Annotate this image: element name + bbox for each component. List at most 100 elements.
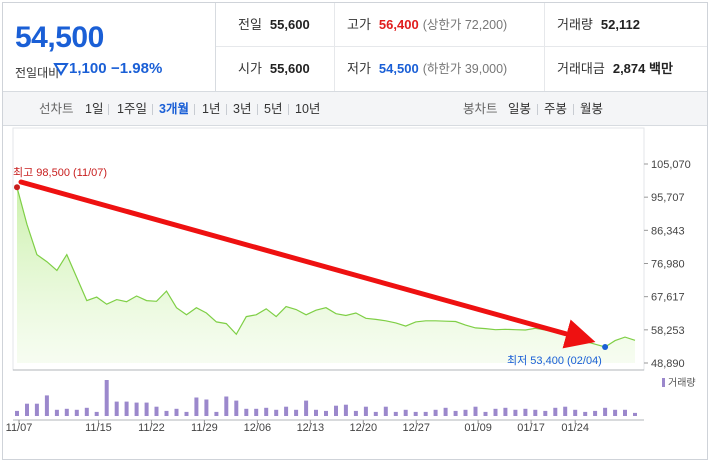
volume-bar [563, 406, 568, 416]
volume-legend-label: 거래량 [668, 377, 696, 389]
volume-bar [174, 408, 179, 416]
volume-bar [124, 401, 129, 416]
tab-10year[interactable]: 10년 [295, 102, 321, 116]
volume-bar [543, 410, 548, 416]
min-price-label: 최저 53,400 (02/04) [507, 354, 602, 367]
y-tick-label: 58,253 [651, 325, 685, 337]
volume-bar [15, 410, 19, 416]
volume-bar [234, 400, 239, 416]
volume-bar [573, 409, 578, 416]
volume-bar [284, 406, 289, 416]
x-tick-label: 12/06 [244, 422, 272, 434]
volume-bar [433, 409, 438, 416]
y-tick-label: 105,070 [651, 159, 691, 171]
volume-bar [84, 407, 89, 416]
volume-bar [104, 380, 109, 416]
trend-arrow [18, 179, 596, 349]
x-tick-label: 11/29 [191, 422, 218, 434]
volume-bar [44, 395, 49, 416]
volume-bar [74, 409, 79, 416]
price-line [16, 187, 636, 348]
tab-monthly-candle[interactable]: 월봉 [580, 102, 604, 116]
x-tick-label: 01/09 [464, 422, 492, 434]
volume-bar [363, 406, 368, 416]
volume-legend-swatch [662, 378, 665, 387]
x-tick-label: 12/27 [403, 422, 431, 434]
volume-bar [114, 401, 119, 416]
stat-prev-close: 전일 55,600 [238, 17, 310, 32]
volume-bar [473, 406, 478, 416]
x-tick-label: 01/17 [517, 422, 545, 434]
y-tick-label: 48,890 [651, 358, 685, 370]
volume-bar [613, 409, 618, 416]
volume-bar [373, 411, 378, 416]
volume-bar [443, 407, 448, 416]
stat-high: 고가 56,400 (상한가 72,200) [334, 3, 507, 47]
tab-3month[interactable]: 3개월 [159, 102, 189, 116]
x-tick-label: 11/22 [138, 422, 165, 434]
volume-bar [523, 408, 528, 416]
y-tick-label: 95,707 [651, 192, 685, 204]
volume-bar [25, 403, 29, 416]
stat-turnover: 거래대금 2,874 백만 [544, 47, 673, 91]
volume-bar [334, 405, 338, 416]
volume-bar [54, 409, 59, 416]
volume-bar [353, 410, 358, 416]
volume-bar [294, 409, 299, 416]
volume-bar [94, 411, 99, 416]
volume-bar [224, 396, 229, 416]
volume-bar [194, 397, 199, 416]
volume-bar [343, 404, 348, 416]
quote-header: 54,500 전일대비 1,100 −1.98% 전일 55,600 고가 56,4… [3, 3, 707, 92]
volume-bar [274, 409, 279, 416]
volume-bar [184, 411, 189, 416]
volume-bar [513, 409, 518, 416]
volume-bar [324, 410, 328, 416]
tab-1year[interactable]: 1년 [202, 102, 221, 116]
max-price-label: 최고 98,500 (11/07) [13, 166, 107, 179]
volume-bar [413, 411, 418, 416]
x-tick-label: 12/13 [297, 422, 325, 434]
volume-bar [493, 408, 498, 416]
price-area [17, 187, 635, 363]
tab-3year[interactable]: 3년 [233, 102, 252, 116]
y-tick-label: 86,343 [651, 225, 685, 237]
volume-bar [254, 408, 259, 416]
change-percent: −1.98% [111, 60, 163, 77]
volume-bar [633, 412, 637, 416]
min-price-marker [602, 344, 609, 351]
tab-daily-candle[interactable]: 일봉 [508, 102, 532, 116]
tab-1day[interactable]: 1일 [85, 102, 104, 116]
stat-open: 시가 55,600 [238, 61, 310, 76]
tab-1week[interactable]: 1주일 [117, 102, 147, 116]
volume-bar [383, 406, 388, 416]
change-label: 전일대비 [15, 66, 60, 80]
volume-bar [553, 407, 558, 416]
volume-bar [623, 409, 627, 416]
stat-low: 저가 54,500 (하한가 39,000) [334, 47, 507, 91]
volume-bar [64, 408, 69, 416]
y-tick-label: 76,980 [651, 259, 685, 271]
x-tick-label: 11/15 [85, 422, 112, 434]
volume-bar [244, 408, 249, 416]
volume-bar [304, 400, 309, 416]
volume-bar [583, 411, 588, 416]
x-tick-label: 11/07 [6, 422, 33, 434]
volume-bar [593, 410, 598, 416]
volume-bar [314, 409, 318, 416]
y-tick-label: 67,617 [651, 292, 685, 304]
x-tick-label: 01/24 [561, 422, 589, 434]
chart-period-tabs: 선차트 1일 1주일 3개월 1년 3년 5년 10년 봉차트 일봉 주봉 월봉 [3, 92, 707, 126]
line-chart-label: 선차트 [39, 102, 74, 116]
volume-bar [154, 406, 159, 416]
volume-bar [603, 407, 608, 416]
volume-bar [483, 411, 488, 416]
tab-5year[interactable]: 5년 [264, 102, 283, 116]
stat-volume: 거래량 52,112 [544, 3, 640, 47]
candle-chart-label: 봉차트 [463, 102, 498, 116]
tab-weekly-candle[interactable]: 주봉 [544, 102, 568, 116]
volume-bar [264, 407, 269, 416]
price-chart: 105,070 95,707 86,343 76,980 67,617 58,253 48,… [3, 127, 707, 460]
volume-bar [533, 409, 538, 416]
